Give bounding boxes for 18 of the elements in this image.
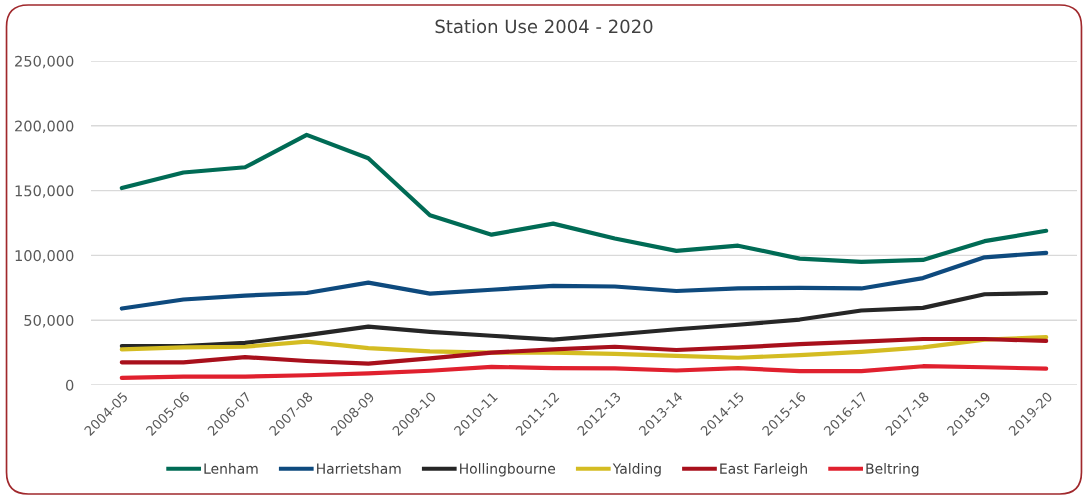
y-tick-label: 50,000 bbox=[24, 314, 74, 328]
line-series bbox=[119, 364, 1049, 380]
legend-label: Yalding bbox=[612, 463, 661, 477]
line-series bbox=[119, 290, 1049, 349]
legend-label: Lenham bbox=[204, 463, 258, 474]
line-series bbox=[119, 132, 1049, 264]
y-tick-label: 0 bbox=[66, 379, 74, 391]
legend-label: Beltring bbox=[866, 463, 919, 477]
y-tick-label: 250,000 bbox=[15, 55, 74, 69]
chart-title: Station Use 2004 - 2020 bbox=[435, 19, 653, 34]
line-series bbox=[119, 336, 1049, 366]
y-tick-label: 100,000 bbox=[15, 250, 74, 263]
legend-label: Hollingbourne bbox=[460, 463, 556, 477]
line-series bbox=[119, 250, 1049, 311]
y-tick-label: 150,000 bbox=[15, 185, 74, 198]
legend-label: East Farleigh bbox=[720, 463, 807, 477]
legend-label: Harrietsham bbox=[317, 463, 401, 474]
y-tick-label: 200,000 bbox=[15, 120, 74, 134]
